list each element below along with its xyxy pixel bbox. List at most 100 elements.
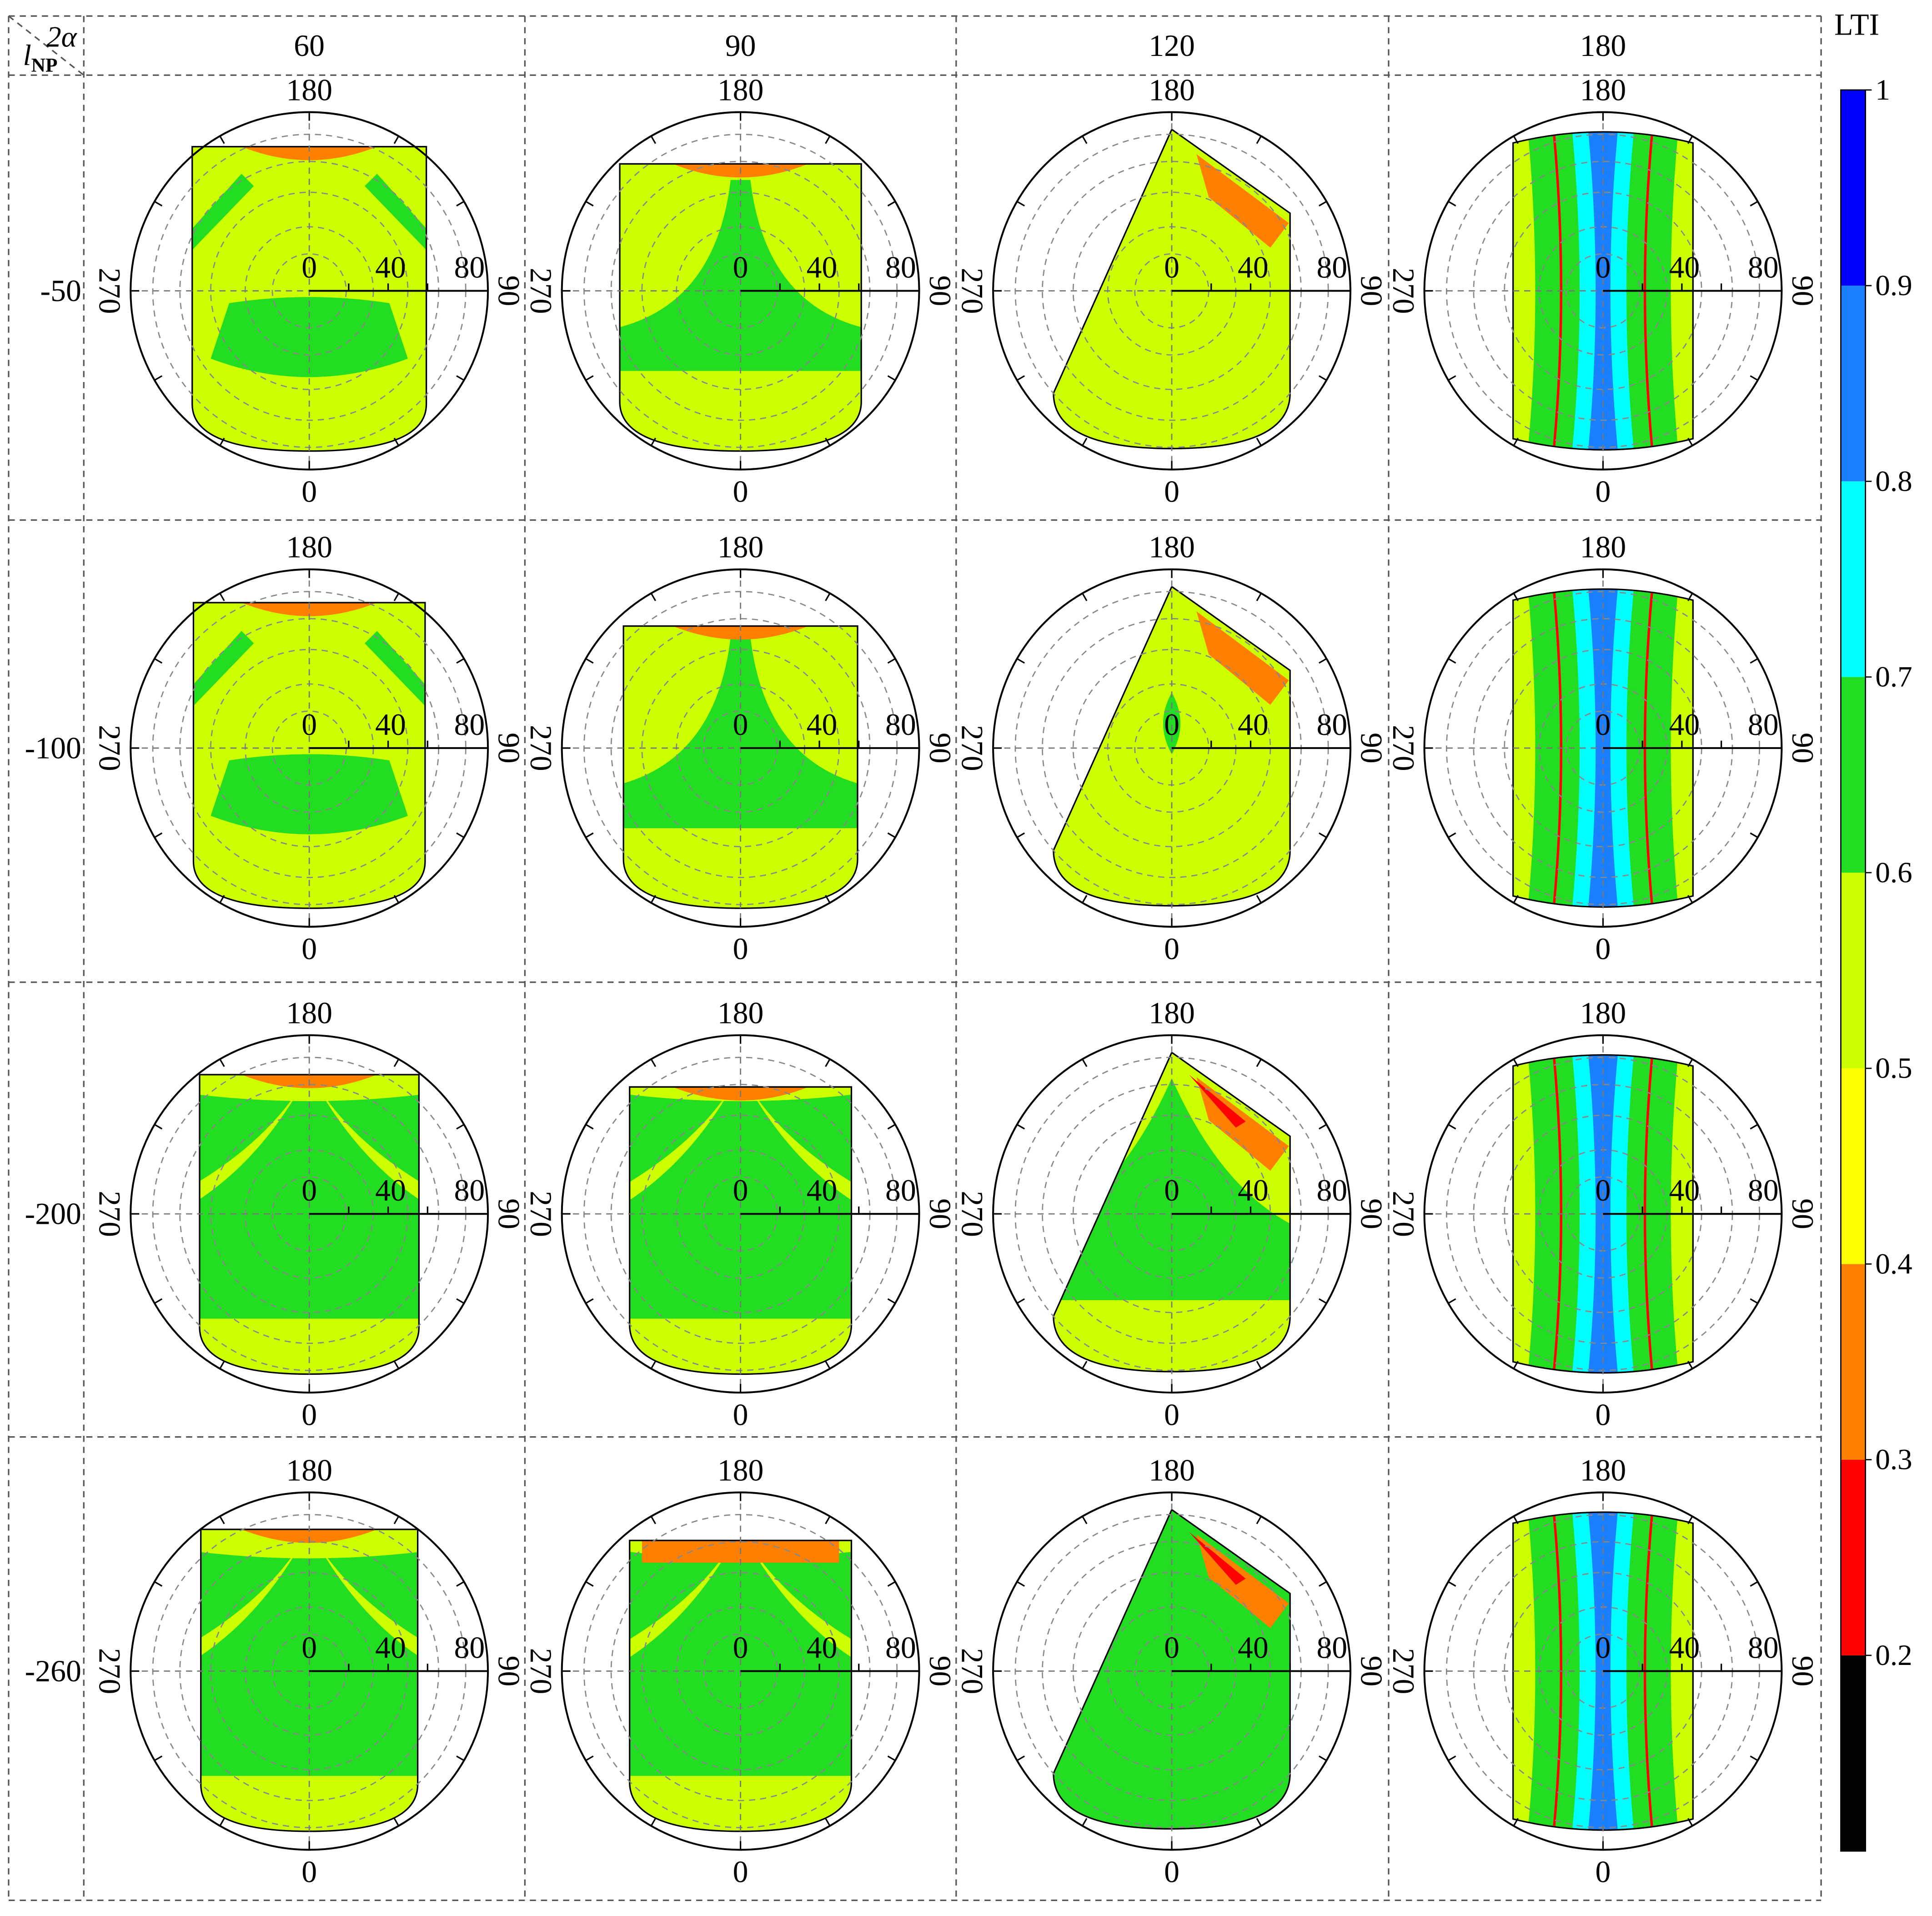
- angular-tick: [1687, 1059, 1693, 1067]
- angular-tick: [887, 375, 896, 381]
- polar-panel: 180 0 270 90 0 40 80: [93, 1453, 526, 1889]
- angular-tick: [1687, 1361, 1693, 1369]
- angular-tick: [1319, 1298, 1327, 1304]
- radial-label: 80: [885, 1631, 916, 1665]
- angular-tick: [1687, 1516, 1693, 1524]
- radial-label: 0: [733, 251, 748, 285]
- colorbar-band: [1841, 1068, 1866, 1264]
- angular-tick: [887, 201, 896, 206]
- angular-tick: [1082, 136, 1088, 144]
- angular-tick: [1448, 1124, 1456, 1130]
- radial-label: 0: [1164, 251, 1179, 285]
- angular-tick: [1513, 895, 1519, 903]
- angular-tick: [393, 136, 400, 144]
- angular-tick: [1256, 895, 1262, 903]
- radial-label: 40: [375, 708, 406, 742]
- angular-tick: [887, 1124, 896, 1130]
- radial-label: 40: [807, 708, 838, 742]
- corner-diagonal: [8, 15, 85, 76]
- contour-region: [201, 1529, 310, 1665]
- colorbar-band: [1841, 1459, 1866, 1655]
- polar-panel: 180 0 270 90 0 40 80: [955, 73, 1389, 508]
- angular-tick: [456, 375, 465, 381]
- angular-tick: [1750, 832, 1758, 838]
- radial-label: 0: [733, 1173, 748, 1207]
- polar-label-bottom: 0: [733, 1855, 748, 1889]
- contour-region: [192, 174, 254, 256]
- polar-panel: 180 0 270 90 0 40 80: [1386, 530, 1820, 966]
- angular-tick: [456, 658, 465, 664]
- polar-label-right: 90: [1786, 733, 1820, 764]
- polar-label-left: 270: [955, 1648, 989, 1695]
- polar-label-bottom: 0: [1596, 1398, 1611, 1432]
- radial-label: 40: [1669, 251, 1700, 285]
- colorbar-tick-label: 0.4: [1875, 1247, 1912, 1280]
- contour-field: [1513, 1055, 1693, 1373]
- polar-label-top: 180: [1580, 73, 1626, 107]
- polar-label-bottom: 0: [1596, 1855, 1611, 1889]
- angular-tick: [585, 658, 594, 664]
- angular-tick: [1256, 1516, 1262, 1524]
- column-header: 90: [725, 29, 756, 63]
- polar-label-right: 90: [492, 1656, 526, 1687]
- polar-label-top: 180: [718, 530, 764, 564]
- angular-tick: [825, 1818, 831, 1826]
- polar-label-left: 270: [524, 1648, 558, 1695]
- angular-tick: [1082, 1361, 1088, 1369]
- angular-tick: [585, 375, 594, 381]
- polar-label-right: 90: [1355, 276, 1389, 307]
- contour-region: [629, 1540, 741, 1665]
- angular-tick: [154, 1755, 163, 1761]
- colorbar-band: [1841, 872, 1866, 1069]
- angular-tick: [1016, 658, 1025, 664]
- angular-tick: [154, 375, 163, 381]
- radial-label: 40: [375, 1631, 406, 1665]
- angular-tick: [1750, 375, 1758, 381]
- radial-label: 0: [1596, 1173, 1611, 1207]
- polar-label-right: 90: [492, 276, 526, 307]
- angular-tick: [393, 1818, 400, 1826]
- angular-tick: [1082, 895, 1088, 903]
- polar-panel: 180 0 270 90 0 40 80: [1386, 73, 1820, 508]
- angular-tick: [456, 201, 465, 206]
- angular-tick: [154, 832, 163, 838]
- radial-label: 0: [301, 708, 317, 742]
- angular-tick: [585, 1581, 594, 1587]
- polar-panel: 180 0 270 90 0 40 80: [955, 1453, 1389, 1889]
- angular-tick: [1256, 1818, 1262, 1826]
- radial-label: 80: [885, 708, 916, 742]
- contour-region: [629, 1087, 741, 1208]
- column-header: 180: [1580, 29, 1626, 63]
- polar-label-top: 180: [1580, 996, 1626, 1030]
- contour-region: [309, 1529, 418, 1665]
- radial-label: 80: [1316, 1173, 1347, 1207]
- angular-tick: [1513, 1059, 1519, 1067]
- angular-tick: [393, 593, 400, 601]
- radial-label: 40: [1238, 1631, 1269, 1665]
- polar-label-bottom: 0: [1164, 932, 1179, 966]
- angular-tick: [1448, 1755, 1456, 1761]
- contour-region: [629, 1087, 852, 1101]
- polar-label-bottom: 0: [733, 1398, 748, 1432]
- angular-tick: [219, 1361, 225, 1369]
- polar-label-bottom: 0: [301, 1398, 317, 1432]
- angular-tick: [1513, 593, 1519, 601]
- colorbar-tick-label: 0.5: [1875, 1052, 1912, 1085]
- angular-tick: [1082, 1818, 1088, 1826]
- contour-field: [192, 146, 427, 451]
- angular-tick: [1256, 438, 1262, 446]
- angular-tick: [1750, 1298, 1758, 1304]
- radial-label: 80: [454, 251, 485, 285]
- colorbar-band: [1841, 481, 1866, 677]
- polar-label-left: 270: [93, 1648, 127, 1695]
- contour-region: [1189, 1532, 1246, 1585]
- angular-tick: [825, 1516, 831, 1524]
- polar-label-right: 90: [1355, 1656, 1389, 1687]
- angular-tick: [825, 593, 831, 601]
- radial-label: 80: [1748, 1631, 1779, 1665]
- polar-label-right: 90: [1355, 733, 1389, 764]
- contour-field: [193, 603, 425, 909]
- colorbar-frame: [1840, 89, 1867, 1852]
- angular-tick: [393, 895, 400, 903]
